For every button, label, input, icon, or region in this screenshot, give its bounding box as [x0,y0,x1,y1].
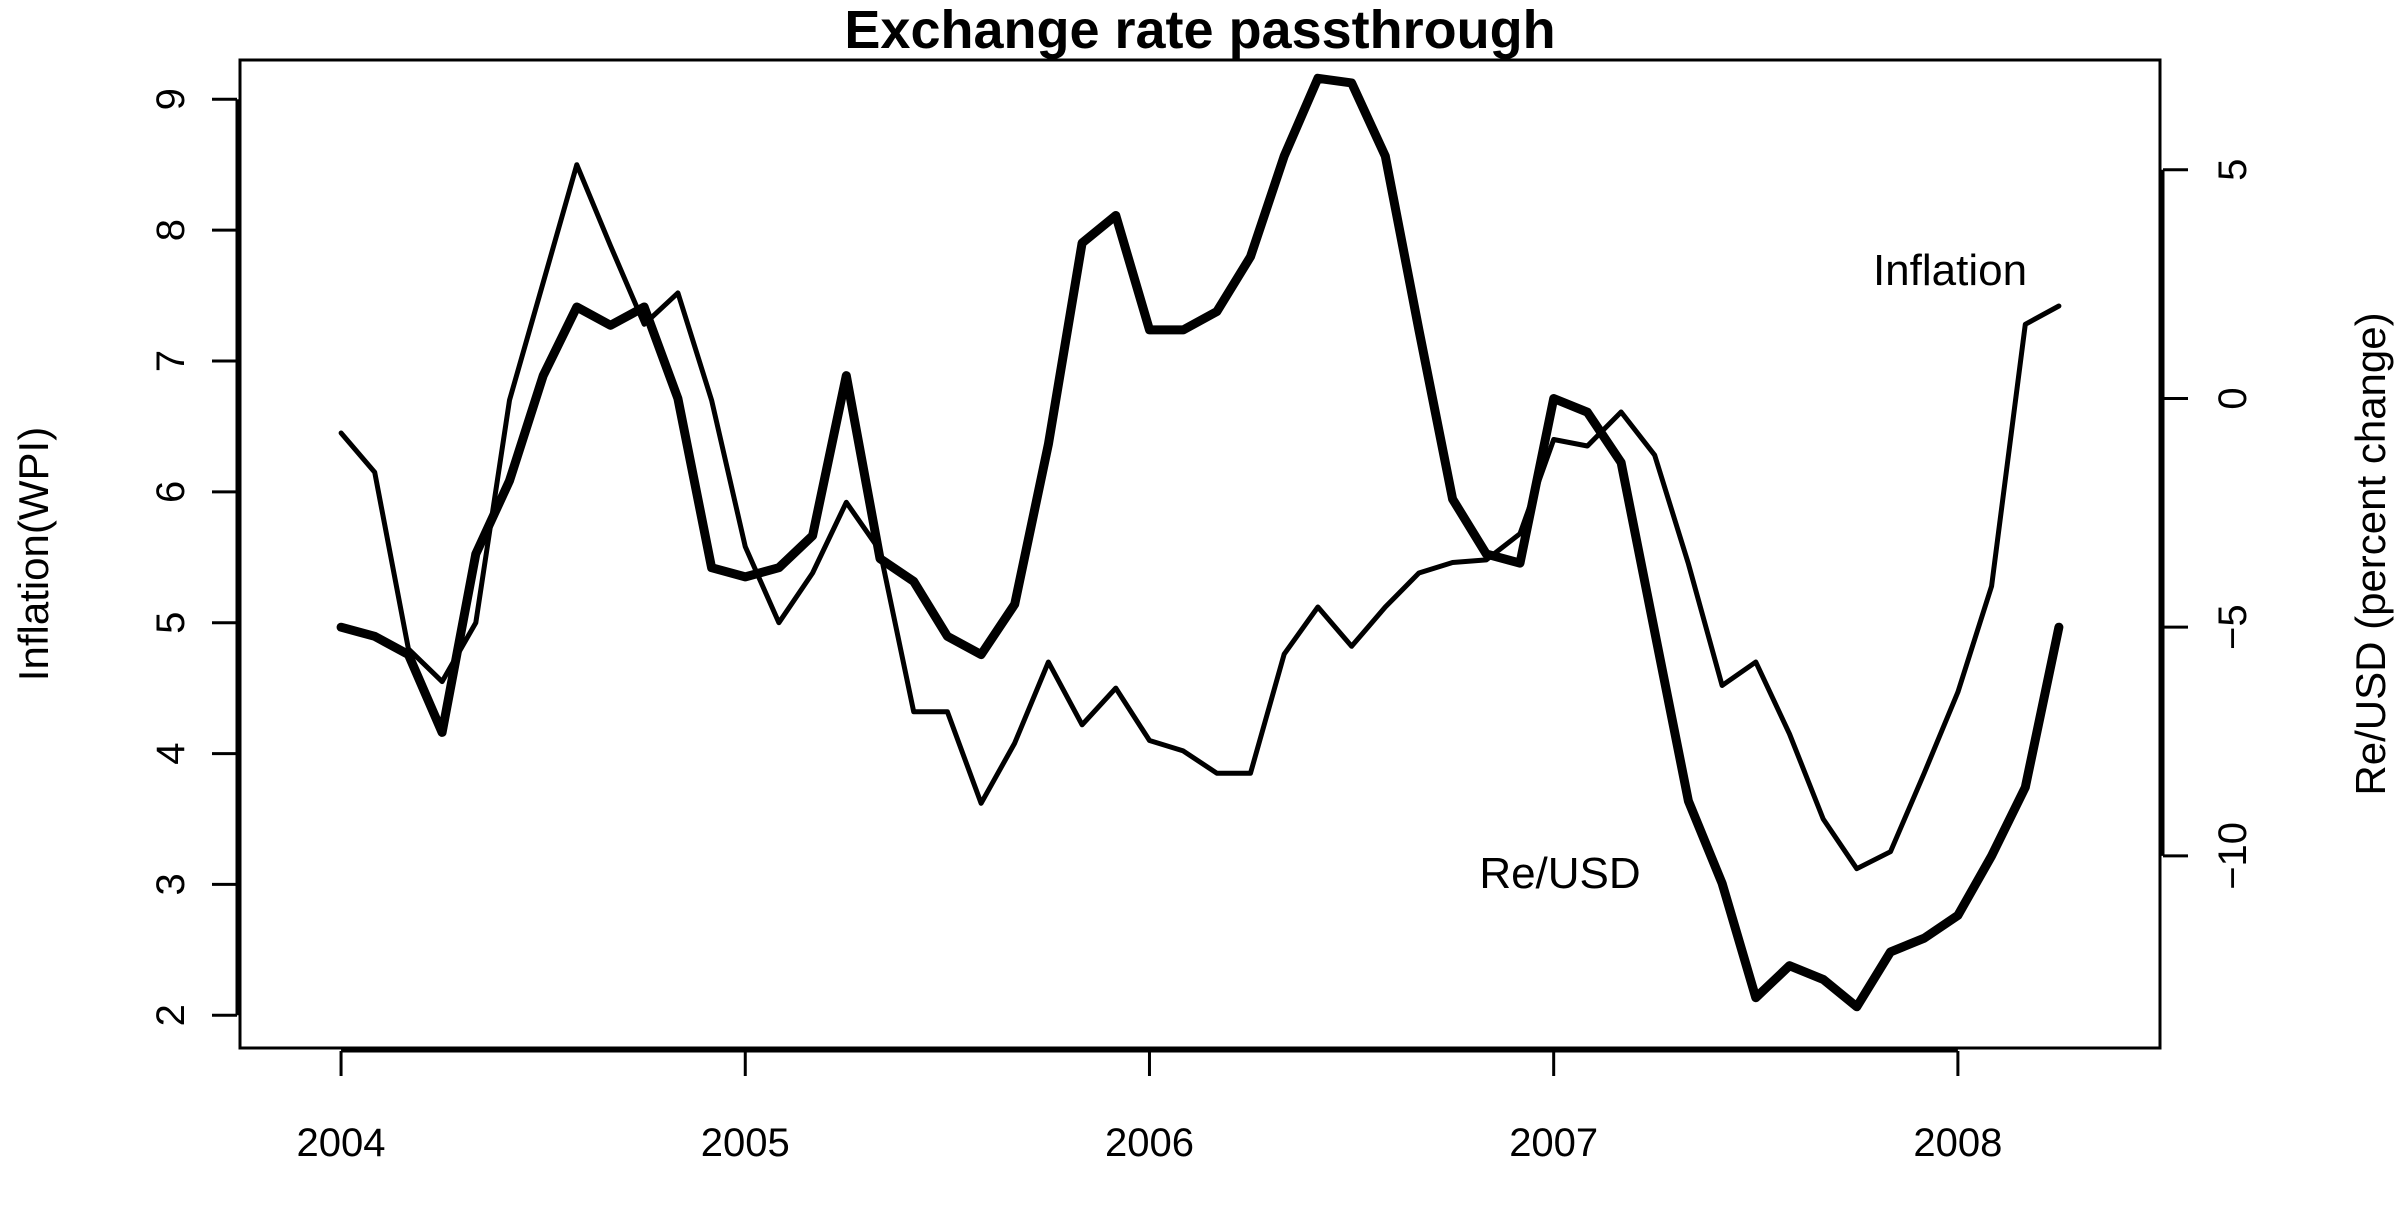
y-left-tick-label: 2 [149,1004,193,1026]
series-line-re-usd [336,73,2064,1012]
x-tick-label: 2005 [701,1121,790,1165]
y-left-tick-label: 3 [149,873,193,895]
chart-title: Exchange rate passthrough [844,0,1555,60]
y-right-tick-label: 0 [2211,387,2255,409]
y-axis-left: 2 3 4 5 6 7 8 9 [149,88,239,1026]
y-left-tick-label: 7 [149,350,193,372]
annotation-inflation: Inflation [1873,246,2027,295]
x-tick-label: 2008 [1913,1121,2002,1165]
x-tick-label: 2004 [297,1121,386,1165]
y-axis-right: −10 −5 0 5 [2161,159,2255,890]
y-left-tick-label: 5 [149,612,193,634]
y-right-tick-label: −10 [2211,822,2255,890]
series-layer [336,73,2064,1012]
series-line-inflation [338,162,2062,872]
y-left-tick-label: 6 [149,481,193,503]
y-left-tick-label: 4 [149,742,193,764]
x-axis: 2004 2005 2006 2007 2008 [297,1049,2002,1165]
x-tick-label: 2006 [1105,1121,1194,1165]
y-axis-left-label: Inflation(WPI) [10,427,57,681]
y-left-tick-label: 9 [149,88,193,110]
y-right-tick-label: −5 [2211,604,2255,650]
plot-frame [238,58,2162,1050]
x-tick-label: 2007 [1509,1121,1598,1165]
y-right-tick-label: 5 [2211,159,2255,181]
y-axis-right-label: Re/USD (percent change) [2347,312,2394,795]
y-left-tick-label: 8 [149,219,193,241]
annotation-re-usd: Re/USD [1479,849,1640,898]
